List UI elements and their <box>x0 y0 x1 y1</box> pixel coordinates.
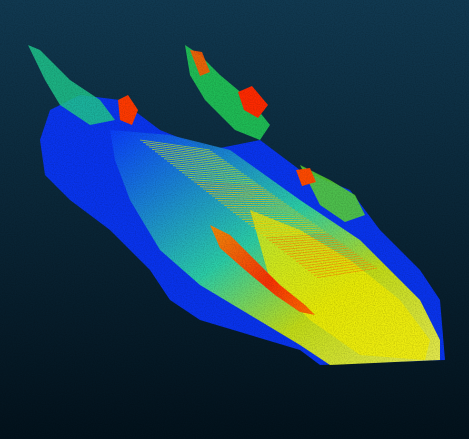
noise-texture <box>0 0 469 439</box>
point-cloud-render <box>0 0 469 439</box>
point-cloud-viewport[interactable] <box>0 0 469 439</box>
